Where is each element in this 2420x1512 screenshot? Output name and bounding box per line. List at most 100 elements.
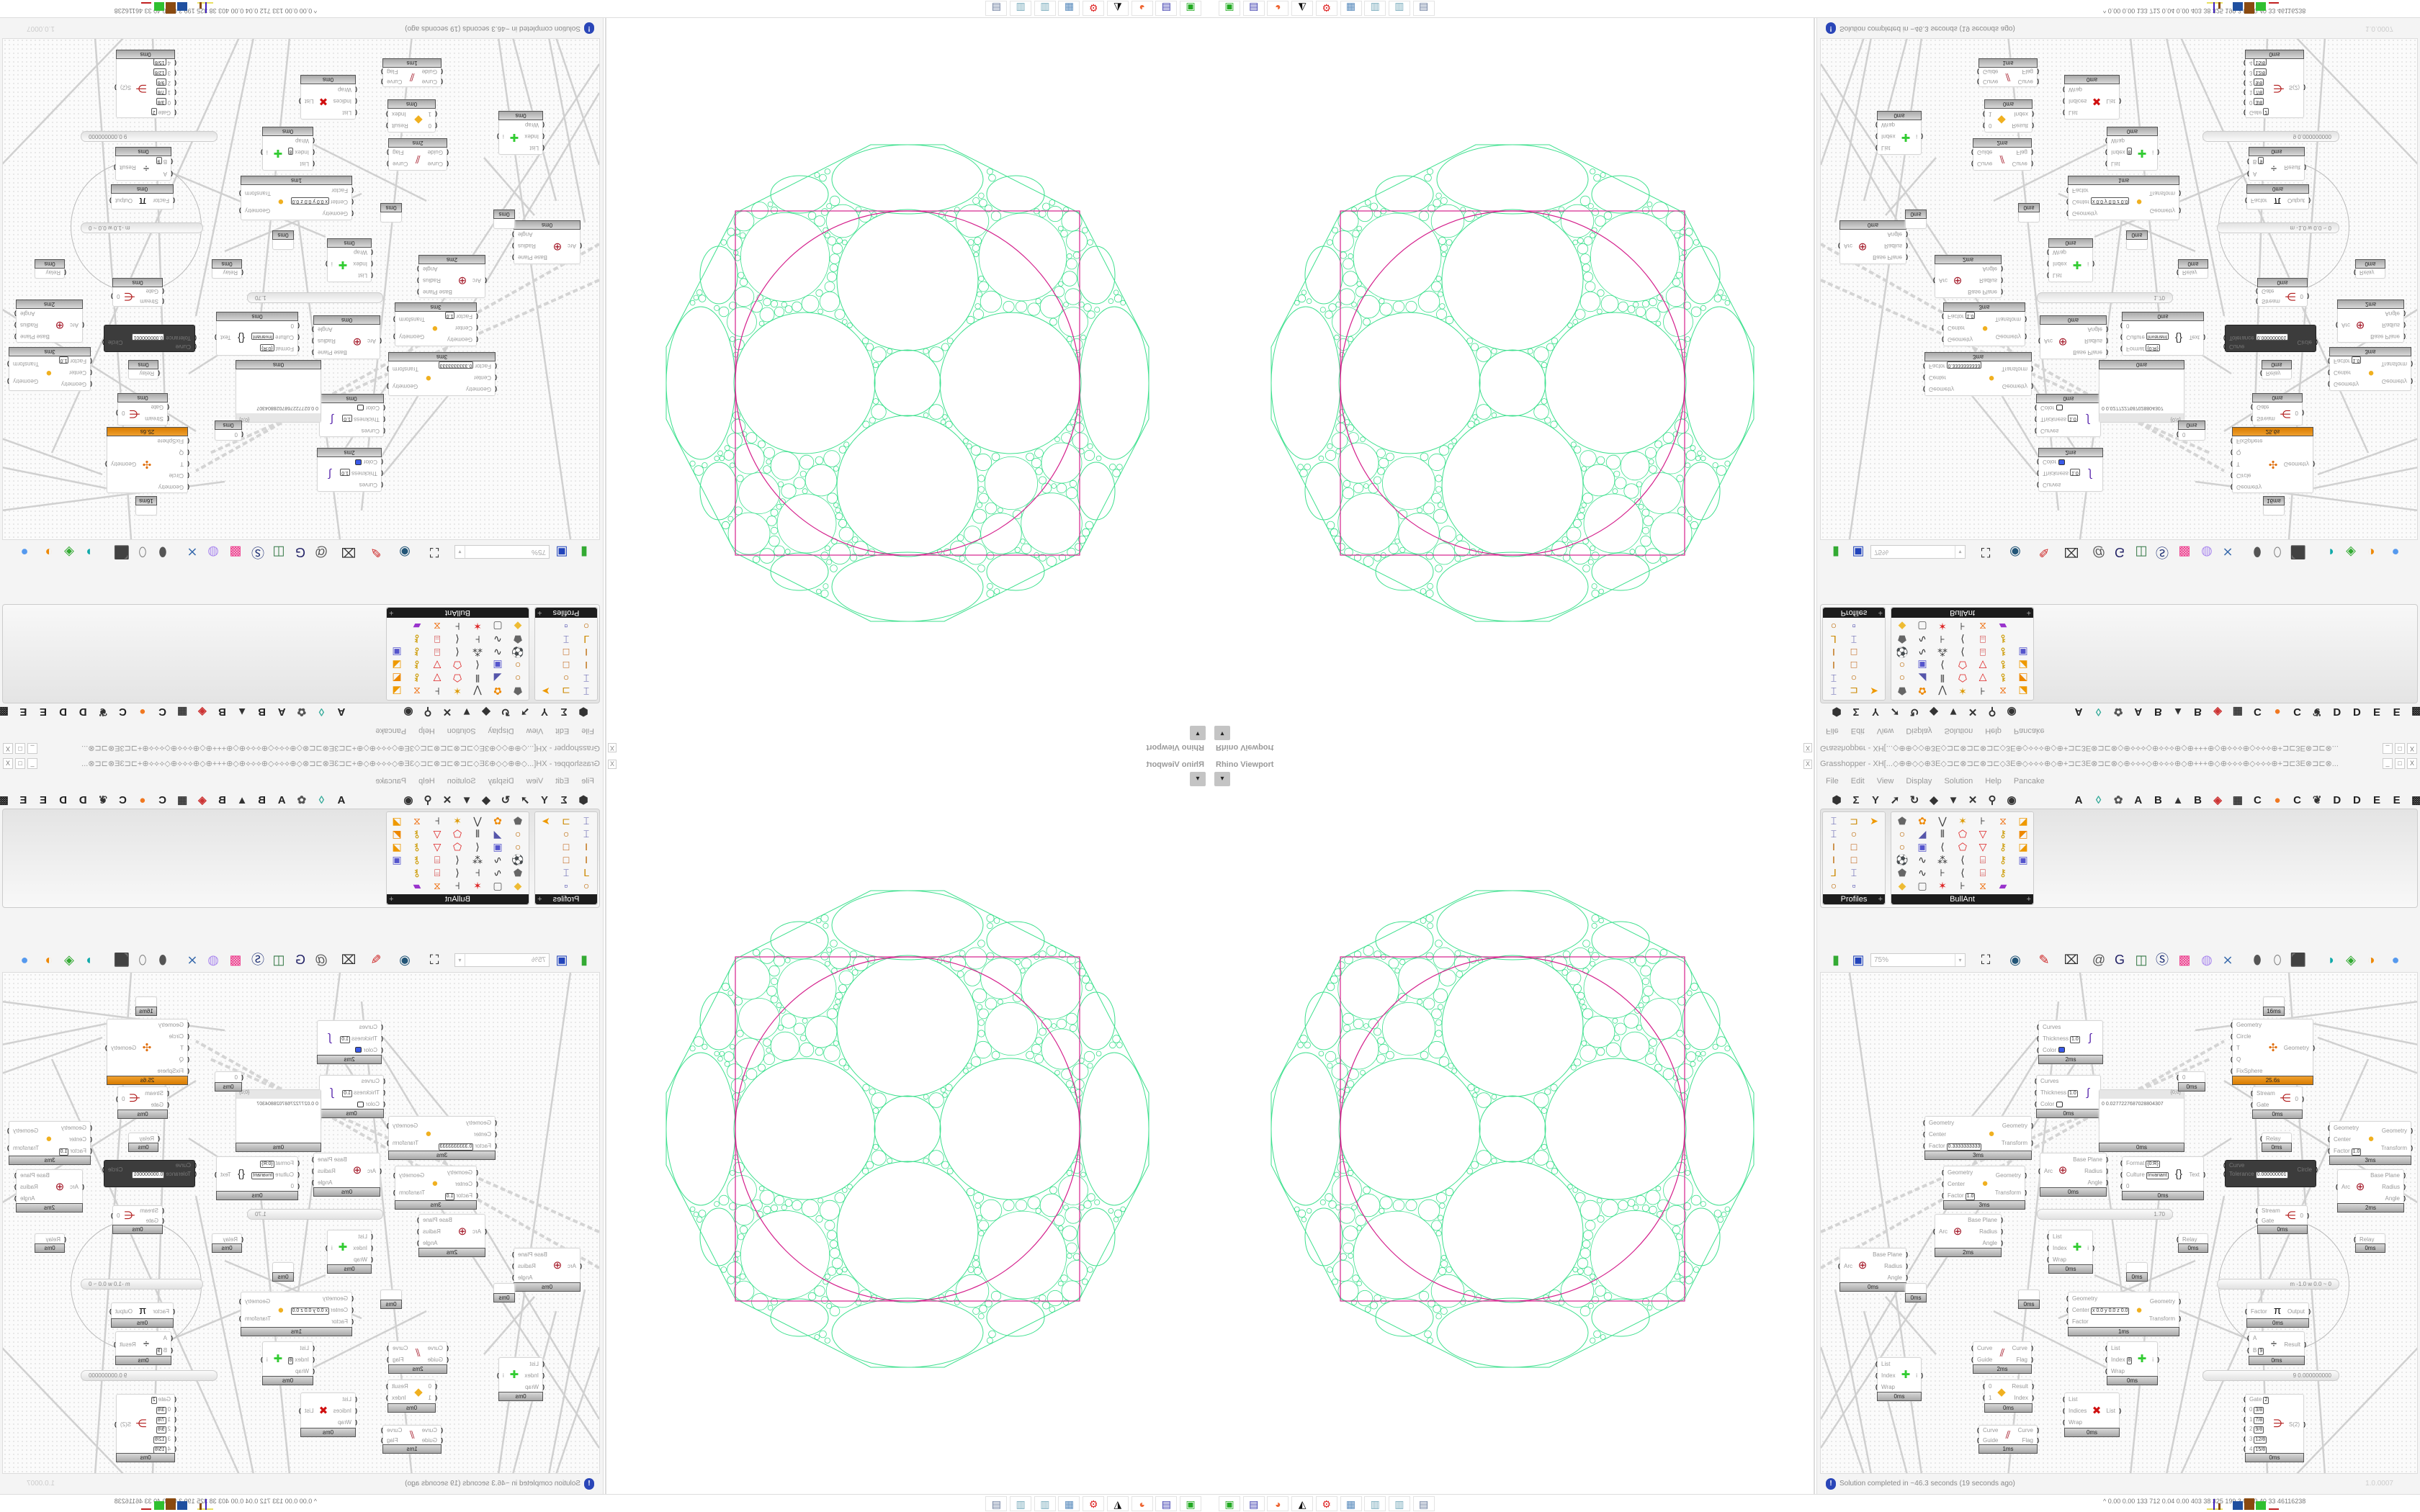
component-node[interactable]: CurveGuideCurveFlag⫽2ms [1973, 138, 2032, 171]
input-param[interactable]: Index8 [287, 1356, 309, 1364]
component-node[interactable]: ListIndicesWrapList✖0ms [300, 75, 356, 120]
input-param[interactable]: Stream [2257, 416, 2275, 423]
input-param[interactable]: Guide [1977, 150, 1992, 156]
chart-icon[interactable]: ◪ [2018, 815, 2028, 827]
letter-d-icon[interactable]: D [2333, 794, 2341, 806]
curve-icon[interactable]: ⟨ [455, 867, 460, 878]
box-icon[interactable]: ▢ [1917, 880, 1927, 891]
number-slider[interactable]: 9 0.000000000 [2202, 1370, 2339, 1381]
input-param[interactable]: 0 [429, 1383, 431, 1390]
input-param[interactable]: Color [2035, 1101, 2063, 1107]
input-param[interactable]: 29/8 [156, 1426, 171, 1434]
input-param[interactable]: Curve [176, 1162, 191, 1169]
ribbon-panel-label[interactable]: BullAnt + [1891, 894, 2033, 904]
input-param[interactable]: 0 [291, 323, 294, 330]
letter-d-icon[interactable]: D [79, 706, 87, 718]
input-param[interactable]: 415/8 [2244, 1446, 2267, 1454]
frame-icon[interactable]: ⌸ [434, 634, 441, 645]
output-param[interactable]: Transform [393, 1140, 418, 1146]
input-param[interactable]: Factor [2066, 1318, 2089, 1325]
input-param[interactable]: List [1881, 145, 1890, 152]
output-param[interactable]: Transform [1995, 1189, 2027, 1196]
input-param[interactable]: Color [357, 405, 380, 411]
polygon-icon[interactable]: ⬠ [1958, 828, 1968, 840]
surface-icon[interactable]: ◢ [1918, 672, 1927, 684]
bracket-icon[interactable]: ⊦ [454, 621, 460, 632]
square-tube-icon[interactable]: □ [1850, 841, 1857, 852]
curve-icon[interactable]: ∿ [493, 647, 502, 658]
component-node[interactable]: Format{0:R}CultureInvariant0Text{}0ms [2122, 312, 2204, 356]
input-param[interactable]: Color [354, 459, 377, 466]
input-param[interactable]: Center [474, 375, 491, 382]
at-icon[interactable]: @ [2092, 953, 2106, 967]
gem-icon[interactable]: ◆ [482, 794, 490, 806]
input-param[interactable]: Stream [2256, 1207, 2280, 1214]
input-param[interactable]: Curves [362, 1078, 380, 1084]
input-param[interactable]: Guide [1983, 68, 1998, 75]
param-value[interactable]: 1.0 [342, 415, 352, 422]
bird-icon[interactable]: ❦ [98, 794, 108, 806]
input-param[interactable]: List [2111, 161, 2120, 168]
input-param[interactable]: 29/8 [2249, 78, 2264, 86]
solid-icon[interactable]: ⬟ [1897, 815, 1907, 827]
arrow-profile-icon[interactable]: ➤ [542, 685, 550, 697]
component-node[interactable]: StreamGate0⋲0ms [2251, 1086, 2305, 1119]
expand-icon[interactable]: + [389, 608, 394, 617]
output-param[interactable]: i [2152, 150, 2154, 156]
output-param[interactable]: Result [2284, 165, 2300, 171]
param-value[interactable]: 0.000000001 [2255, 1171, 2288, 1179]
input-param[interactable]: A [163, 171, 167, 177]
expand-icon[interactable]: + [1878, 895, 1883, 904]
input-param[interactable]: T [180, 1045, 184, 1051]
polygon-icon[interactable]: ⬠ [452, 841, 462, 852]
component-node[interactable]: {0;0} 0 0.0277227687028804307 0ms [2099, 360, 2184, 423]
viewport-geometry[interactable] [605, 18, 1210, 756]
input-param[interactable]: Arc [2044, 338, 2053, 345]
input-param[interactable]: Guide [428, 150, 443, 156]
square-tube-icon[interactable]: □ [1850, 660, 1857, 671]
lock-icon[interactable]: ⚷ [413, 672, 421, 684]
cone-icon[interactable]: ✶ [453, 815, 462, 827]
square-tube-icon[interactable]: □ [1850, 854, 1857, 865]
input-param[interactable]: Curves [2040, 428, 2058, 434]
input-param[interactable]: Tolerance0.000000001 [2223, 1171, 2288, 1179]
output-param[interactable]: Result [2012, 122, 2028, 129]
minimize-button[interactable]: _ [27, 758, 37, 769]
input-param[interactable]: 17/8 [2244, 1416, 2264, 1424]
input-param[interactable]: Geometry [2231, 1022, 2262, 1028]
param-value[interactable]: 1.0 [2070, 1035, 2080, 1043]
funnel-icon[interactable]: ▼ [461, 794, 472, 806]
letter-b-icon[interactable]: B [2154, 706, 2162, 718]
firefox-icon[interactable]: ◕ [1267, 1, 1289, 16]
angle-profile-icon[interactable]: ⅃ [1831, 634, 1837, 645]
input-param[interactable]: CultureInvariant [2126, 333, 2169, 341]
letter-e-icon[interactable]: E [2393, 706, 2401, 718]
menu-help[interactable]: Help [418, 726, 435, 735]
output-param[interactable]: 0 [122, 1096, 125, 1102]
output-param[interactable]: Geometry [1996, 1172, 2027, 1179]
menu-pancake[interactable]: Pancake [375, 777, 407, 786]
sketch-pen-icon[interactable]: ✎ [2038, 953, 2050, 967]
bracket-icon[interactable]: ⊦ [434, 815, 440, 827]
chevron-down-icon[interactable]: ▾ [1955, 546, 1965, 558]
blank-icon[interactable] [2015, 634, 2031, 645]
param-value[interactable]: 8 [287, 148, 294, 156]
ring-profile-icon[interactable]: ○ [583, 880, 590, 891]
output-param[interactable]: Result [2012, 1383, 2033, 1390]
grasshopper-canvas[interactable]: CurvesThickness1.0Color∫2msCurvesThickne… [1820, 38, 2418, 540]
sketch-pen-icon[interactable]: ✎ [370, 545, 382, 559]
output-param[interactable]: Geometry [2284, 461, 2309, 467]
frame-icon[interactable]: ⌸ [1979, 634, 1986, 645]
output-param[interactable]: S(2) [2289, 1421, 2305, 1428]
gha-icon[interactable]: G [295, 953, 306, 967]
bracket-icon[interactable]: ⊦ [475, 867, 480, 878]
param-value[interactable]: 8 [2126, 148, 2133, 156]
input-param[interactable]: Factor1.0 [2334, 356, 2362, 365]
blue-ball-icon[interactable]: ● [2391, 953, 2400, 967]
ribbon-panel-label[interactable]: Profiles + [1823, 894, 1885, 904]
ring-icon[interactable]: ○ [514, 672, 521, 684]
